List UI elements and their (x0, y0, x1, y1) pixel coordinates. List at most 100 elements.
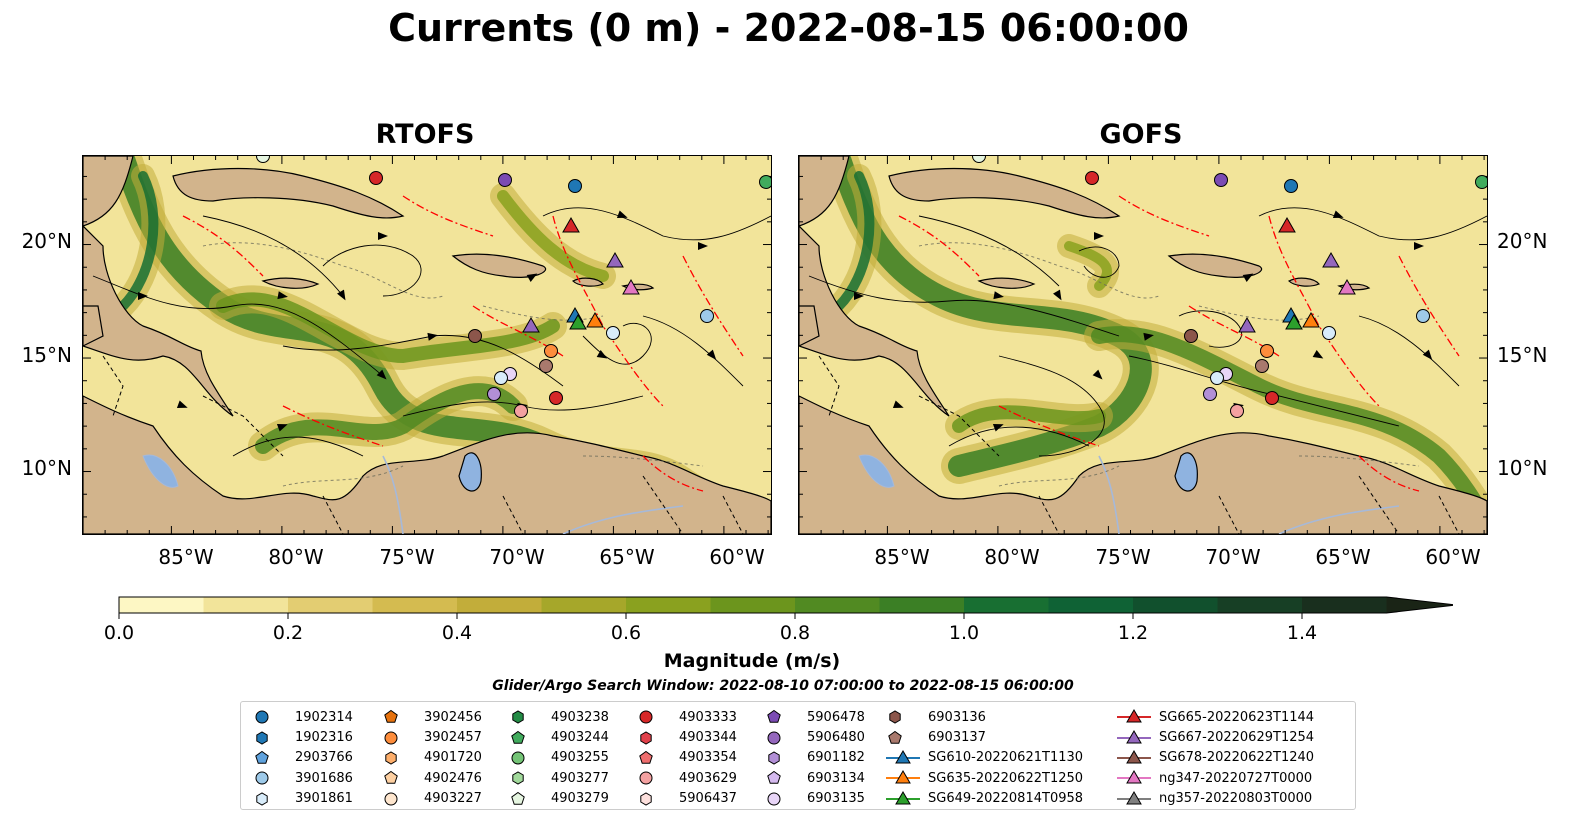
lon-tick: 80°W (268, 545, 324, 569)
legend-label: SG635-20220622T1250 (928, 770, 1084, 786)
country-border (322, 495, 344, 534)
streamline-arrow (376, 369, 387, 380)
land-mass (1167, 253, 1262, 278)
legend-marker-triangle-line-icon (886, 749, 920, 764)
glider-track (402, 195, 494, 237)
legend-marker-hexagon-icon (640, 731, 652, 745)
glider-marker (622, 278, 640, 295)
map-panel-rtofs (82, 155, 772, 535)
streamline-arrow (596, 350, 608, 359)
float-marker (972, 156, 986, 163)
river (1278, 505, 1400, 534)
legend-marker-pentagon-icon (639, 750, 653, 764)
legend-column: 1902314 1902316 2903766 3901686 3901861 (253, 707, 353, 809)
legend-marker-circle-icon (384, 731, 398, 745)
legend-symbol (255, 710, 269, 724)
glider-track (182, 215, 264, 277)
float-marker (1284, 179, 1298, 193)
lat-tick-right: 15°N (1497, 343, 1548, 367)
legend-column: 3902456 3902457 4901720 4902476 4903227 (382, 707, 482, 809)
colorbar-segment (964, 597, 1049, 613)
legend-symbol (512, 771, 524, 785)
colorbar-tick: 0.8 (779, 622, 811, 644)
streamline-arrow (698, 242, 708, 250)
legend-symbol (511, 791, 525, 805)
legend-marker-hexagon-icon (640, 792, 652, 806)
map-panel-gofs (798, 155, 1488, 535)
legend-symbol (384, 771, 398, 785)
float-marker (606, 326, 620, 340)
float-marker (568, 179, 582, 193)
legend-item: 5906437 (637, 789, 737, 809)
legend-marker-triangle-line-icon (1117, 749, 1151, 764)
speed-band (216, 292, 560, 364)
isobath (918, 242, 1160, 299)
legend-marker-pentagon-icon (767, 771, 781, 785)
land-mass (83, 305, 104, 347)
legend-marker-triangle-line-icon (1117, 709, 1151, 723)
speed-band (255, 383, 521, 454)
legend-item: 3902456 (382, 707, 482, 727)
legend-item: ng347-20220727T0000 (1117, 768, 1314, 788)
legend-item: 4903277 (509, 768, 609, 788)
legend-label: 5906478 (807, 709, 865, 725)
legend-label: ng347-20220727T0000 (1159, 770, 1313, 786)
legend-marker-pentagon-icon (384, 710, 398, 723)
streamline-arrow (1242, 273, 1254, 282)
country-border (642, 475, 684, 534)
legend-label: 3902456 (424, 709, 482, 725)
streamline-arrow (892, 400, 904, 409)
speed-band (497, 190, 609, 282)
legend-marker-circle-icon (639, 710, 653, 724)
float-marker (1255, 359, 1269, 373)
colorbar-segment (795, 597, 880, 613)
float-marker (1260, 344, 1274, 358)
colorbar-label: Magnitude (m/s) (663, 650, 841, 672)
glider-marker (586, 311, 604, 328)
legend-label: 6903135 (807, 791, 865, 807)
map-canvas-gofs (799, 156, 1487, 534)
glider-marker (1285, 313, 1303, 330)
legend-symbol (767, 731, 781, 745)
legend-symbol (384, 792, 398, 806)
streamline-arrow (993, 291, 1004, 300)
legend-symbol (639, 750, 653, 764)
colorbar-segment (541, 597, 627, 613)
float-marker (1475, 175, 1487, 189)
streamlines (808, 207, 1487, 457)
legend-label: 4902476 (424, 770, 482, 786)
land-mass (1287, 277, 1320, 287)
legend-marker-circle-icon (767, 792, 781, 806)
legend-label: 4903344 (679, 730, 737, 746)
colorbar-tick: 1.2 (1117, 622, 1149, 644)
legend-symbol (767, 771, 781, 785)
legend-symbol (1126, 709, 1142, 723)
legend-item: 4903244 (509, 727, 609, 747)
colorbar-segment (457, 597, 542, 613)
glider-track (642, 455, 704, 492)
legend-symbol (255, 771, 269, 785)
search-window-text: Glider/Argo Search Window: 2022-08-10 07… (492, 678, 1074, 694)
streamline-arrow (277, 291, 288, 300)
legend-marker-triangle-line-icon (1117, 729, 1151, 744)
streamline-arrow (276, 423, 288, 432)
legend-item: 4901720 (382, 748, 482, 768)
legend-item: 6903137 (886, 727, 1083, 747)
isobath (998, 465, 1120, 487)
legend-label: 5906480 (807, 730, 865, 746)
legend-label: SG665-20220623T1144 (1159, 709, 1315, 725)
legend-symbol (1126, 729, 1142, 744)
legend-marker-hexagon-icon (256, 731, 268, 745)
legend-symbol (512, 710, 524, 724)
legend-item: SG635-20220622T1250 (886, 768, 1083, 788)
legend-item: 6903135 (765, 789, 865, 809)
land-mass (83, 156, 134, 227)
country-border (202, 395, 284, 457)
streamline (998, 355, 1105, 457)
colorbar (118, 596, 1453, 619)
legend-label: 4903629 (679, 770, 737, 786)
legend-item: 5906478 (765, 707, 865, 727)
streamline-arrow (176, 400, 188, 409)
legend-symbol (384, 731, 398, 745)
legend-label: 4903255 (551, 750, 609, 766)
